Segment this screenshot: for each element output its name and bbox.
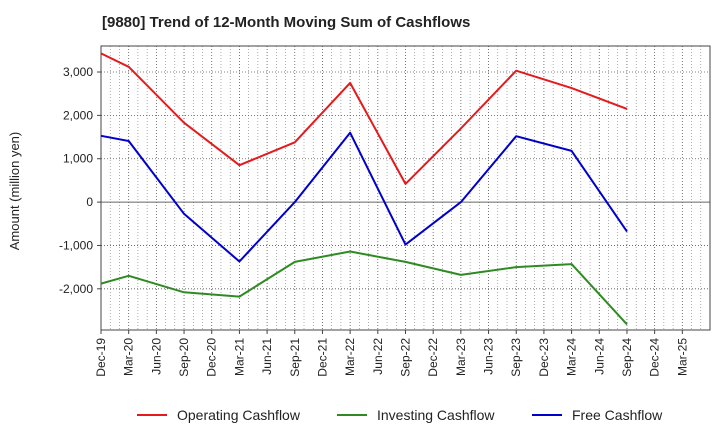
operating-cashflow-line [100,52,628,185]
x-tick-label: Sep-21 [288,338,302,377]
x-tick-label: Sep-24 [620,338,634,377]
x-tick-label: Mar-22 [343,338,357,376]
y-tick-label: -2,000 [59,282,93,296]
x-tick-label: Mar-23 [454,338,468,376]
x-tick-label: Dec-20 [205,338,219,377]
y-tick-label: -1,000 [59,238,93,252]
investing-cashflow-legend-label: Investing Cashflow [377,407,495,423]
x-tick-label: Jun-23 [482,338,496,375]
series-group [100,52,628,326]
x-axis-ticks: Dec-19 Mar-20 Jun-20 Sep-20 Dec-20 Mar-21 Jun-… [94,330,689,377]
x-tick-label: Dec-21 [315,338,329,377]
grid [101,46,710,330]
y-tick-label: 0 [86,195,93,209]
x-tick-label: Sep-20 [177,338,191,377]
x-tick-label: Mar-20 [122,338,136,376]
x-tick-label: Dec-24 [648,338,662,377]
x-tick-label: Sep-23 [509,338,523,377]
free-cashflow-line [100,131,628,263]
x-tick-label: Jun-21 [260,338,274,375]
x-tick-label: Jun-20 [149,338,163,375]
y-axis-ticks: 3,000 2,000 1,000 0 -1,000 -2,000 [59,65,101,296]
x-tick-label: Mar-25 [675,338,689,376]
legend: Operating Cashflow Investing Cashflow Free… [137,407,663,423]
free-cashflow-legend-label: Free Cashflow [572,407,663,423]
x-tick-label: Mar-24 [565,338,579,376]
x-tick-label: Jun-24 [592,338,606,375]
chart-title: [9880] Trend of 12-Month Moving Sum of C… [102,14,471,31]
y-tick-label: 1,000 [63,152,93,166]
x-tick-label: Dec-23 [537,338,551,377]
x-tick-label: Dec-22 [426,338,440,377]
y-axis-title: Amount (million yen) [7,132,22,251]
operating-cashflow-legend-label: Operating Cashflow [177,407,301,423]
y-tick-label: 2,000 [63,108,93,122]
y-tick-label: 3,000 [63,65,93,79]
x-tick-label: Mar-21 [232,338,246,376]
x-tick-label: Jun-22 [371,338,385,375]
x-tick-label: Sep-22 [399,338,413,377]
x-tick-label: Dec-19 [94,338,108,377]
investing-cashflow-line [100,250,628,326]
